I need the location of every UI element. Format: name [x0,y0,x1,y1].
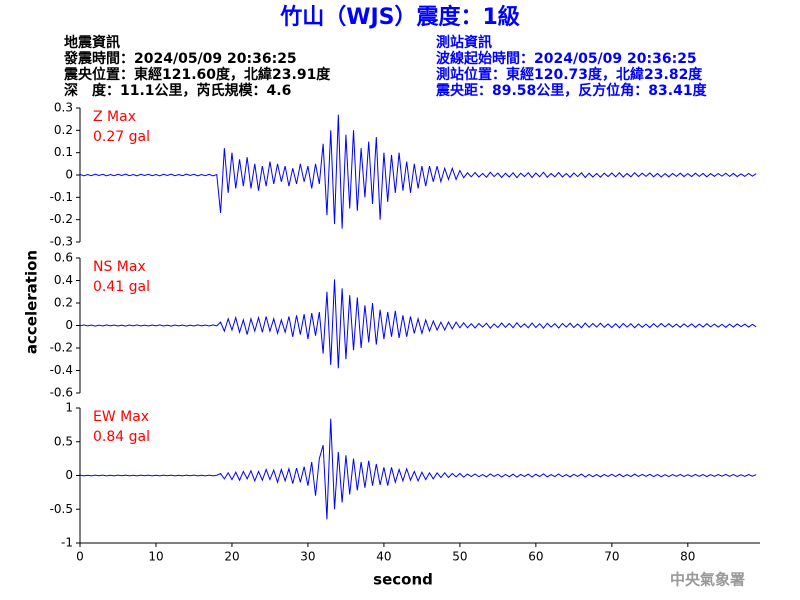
panel-annotation: 0.84 gal [93,429,150,445]
y-tick-label: 0.3 [54,101,73,115]
y-tick-label: -0.6 [50,386,73,400]
x-tick-label: 70 [604,550,619,564]
chart-title: 竹山（WJS）震度：1級 [279,4,520,30]
y-tick-label: -0.3 [50,235,73,249]
y-tick-label: -0.1 [50,190,73,204]
y-tick-label: 0 [65,168,73,182]
info-line: 波線起始時間：2024/05/09 20:36:25 [436,50,697,67]
info-line: 震央距：89.58公里，反方位角：83.41度 [435,82,708,99]
info-line: 發震時間：2024/05/09 20:36:25 [63,50,297,67]
y-tick-label: -0.2 [50,341,73,355]
y-tick-label: 0.5 [54,434,73,448]
y-tick-label: 0.4 [54,273,73,287]
x-tick-label: 40 [376,550,391,564]
waveform [79,418,757,520]
y-axis-label: acceleration [23,250,41,354]
info-line: 深 度：11.1公里，芮氏規模：4.6 [64,82,291,99]
info-line: 測站位置：東經120.73度，北緯23.82度 [436,66,703,83]
panel-annotation: 0.41 gal [93,279,150,295]
info-line: 測站資訊 [436,34,492,51]
y-tick-label: 0 [65,468,73,482]
x-axis-label: second [373,571,433,589]
y-tick-label: 0 [65,318,73,332]
x-tick-label: 60 [528,550,543,564]
panel-annotation: 0.27 gal [93,129,150,145]
x-tick-label: 30 [300,550,315,564]
y-tick-label: 0.2 [54,296,73,310]
y-tick-label: 0.2 [54,123,73,137]
x-tick-label: 50 [452,550,467,564]
footer-logo: 中央氣象署 [670,571,745,589]
waveform [79,114,757,229]
panel-label: EW Max [93,409,149,425]
y-tick-label: 0.1 [54,145,73,159]
x-tick-label: 20 [224,550,239,564]
y-tick-label: -0.2 [50,212,73,226]
info-line: 地震資訊 [64,34,120,51]
y-tick-label: -0.4 [50,363,73,377]
x-tick-label: 80 [680,550,695,564]
y-tick-label: -1 [61,536,73,550]
panel-label: Z Max [93,109,136,125]
panel-label: NS Max [93,259,146,275]
x-tick-label: 0 [76,550,84,564]
x-tick-label: 10 [148,550,163,564]
y-tick-label: 0.6 [54,251,73,265]
y-tick-label: 1 [65,401,73,415]
info-line: 震央位置：東經121.60度，北緯23.91度 [63,66,331,83]
waveform [79,279,757,369]
y-tick-label: -0.5 [50,502,73,516]
